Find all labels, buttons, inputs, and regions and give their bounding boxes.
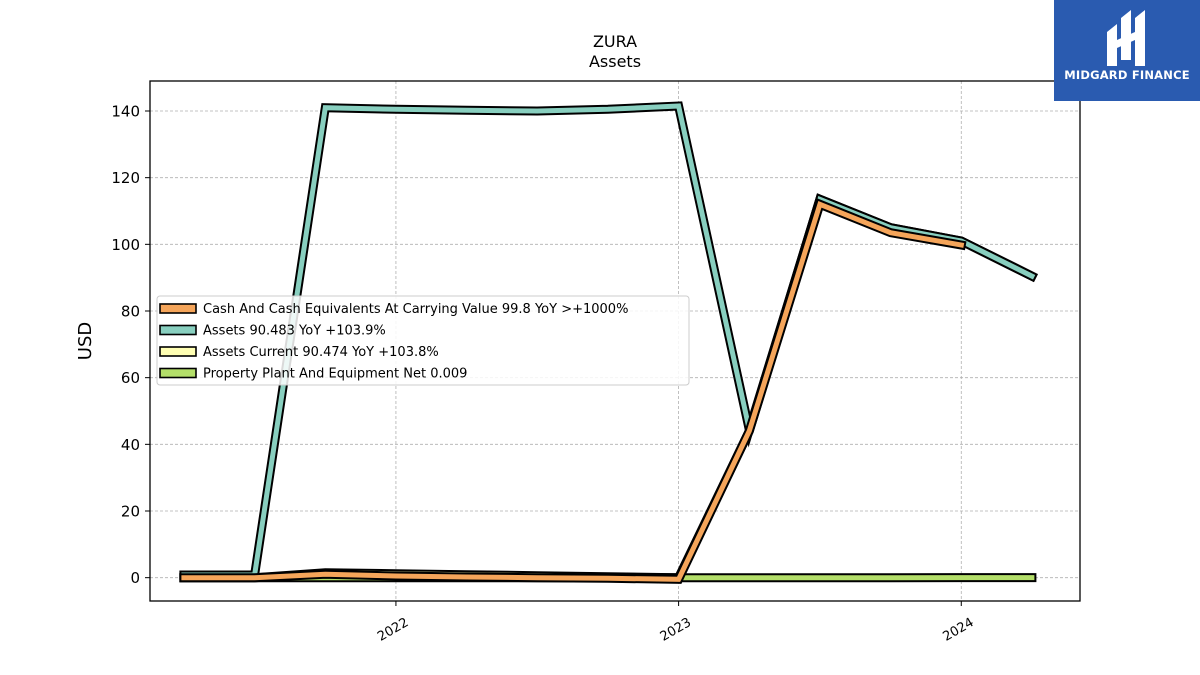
x-tick-label: 2022 <box>375 615 411 645</box>
x-tick-label: 2023 <box>658 615 694 645</box>
legend-label: Assets 90.483 YoY +103.9% <box>203 324 386 339</box>
y-tick-label: 0 <box>130 569 140 587</box>
y-tick-label: 100 <box>111 236 140 254</box>
series-stroke <box>181 200 965 582</box>
plot-frame <box>149 80 1081 602</box>
series-line <box>179 101 1038 580</box>
series-stroke <box>181 195 1036 581</box>
series-line <box>179 193 1038 583</box>
series-line <box>179 198 967 584</box>
legend: Cash And Cash Equivalents At Carrying Va… <box>156 295 690 386</box>
axis-layer: 0 20 40 60 80 100 120 140 2022 2023 2024 <box>111 103 976 645</box>
legend-swatch <box>159 324 197 336</box>
series-layer <box>179 101 1038 584</box>
legend-swatch <box>159 367 197 379</box>
midgard-logo-icon <box>1107 10 1145 66</box>
y-tick-label: 140 <box>111 103 140 121</box>
series-stroke <box>181 103 1036 578</box>
legend-label: Cash And Cash Equivalents At Carrying Va… <box>203 302 628 317</box>
legend-swatch <box>159 346 197 357</box>
y-axis-label: USD <box>75 322 96 360</box>
legend-label: Assets Current 90.474 YoY +103.8% <box>203 345 439 360</box>
x-tick-label: 2024 <box>940 615 976 645</box>
y-tick-label: 120 <box>111 169 140 187</box>
y-tick-label: 60 <box>121 369 140 387</box>
brand-logo: MIDGARD FINANCE <box>1054 0 1200 101</box>
chart-subtitle: Assets <box>589 52 641 71</box>
brand-logo-text: MIDGARD FINANCE <box>1064 68 1190 82</box>
y-tick-label: 40 <box>121 436 140 454</box>
legend-box <box>156 295 690 386</box>
series-outline <box>179 193 1038 583</box>
chart-title: ZURA <box>593 32 637 51</box>
legend-swatch <box>159 303 197 314</box>
legend-label: Property Plant And Equipment Net 0.009 <box>203 367 467 382</box>
y-tick-label: 20 <box>121 503 140 521</box>
y-tick-label: 80 <box>121 303 140 321</box>
